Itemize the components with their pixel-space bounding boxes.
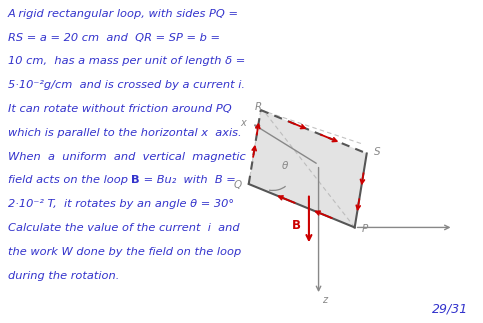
- Text: the work W done by the field on the loop: the work W done by the field on the loop: [8, 247, 241, 257]
- Text: S: S: [373, 147, 380, 157]
- Text: P: P: [361, 224, 368, 234]
- Text: When  a  uniform  and  vertical  magnetic: When a uniform and vertical magnetic: [8, 151, 246, 162]
- Text: B: B: [131, 175, 140, 185]
- Text: which is parallel to the horizontal x  axis.: which is parallel to the horizontal x ax…: [8, 128, 242, 138]
- Text: A rigid rectangular loop, with sides PQ =: A rigid rectangular loop, with sides PQ …: [8, 9, 239, 19]
- Text: = Bu₂  with  B =: = Bu₂ with B =: [140, 175, 236, 185]
- Text: x: x: [241, 118, 246, 128]
- Text: z: z: [323, 295, 327, 305]
- Text: B: B: [131, 175, 140, 185]
- Text: It can rotate without friction around PQ: It can rotate without friction around PQ: [8, 104, 232, 114]
- Text: during the rotation.: during the rotation.: [8, 271, 119, 281]
- Text: 10 cm,  has a mass per unit of length δ =: 10 cm, has a mass per unit of length δ =: [8, 56, 245, 66]
- Polygon shape: [249, 110, 367, 227]
- Text: B: B: [292, 219, 301, 232]
- Text: Q: Q: [234, 180, 242, 190]
- Text: θ: θ: [282, 161, 288, 171]
- Text: 29/31: 29/31: [432, 303, 468, 316]
- Text: field acts on the loop: field acts on the loop: [8, 175, 131, 185]
- Text: 5·10⁻²g/cm  and is crossed by a current i.: 5·10⁻²g/cm and is crossed by a current i…: [8, 80, 245, 90]
- Text: RS = a = 20 cm  and  QR = SP = b =: RS = a = 20 cm and QR = SP = b =: [8, 33, 220, 43]
- Text: Calculate the value of the current  i  and: Calculate the value of the current i and: [8, 223, 240, 233]
- Text: field acts on the loop: field acts on the loop: [8, 175, 131, 185]
- Text: R: R: [255, 102, 262, 112]
- Text: 2·10⁻² T,  it rotates by an angle θ = 30°: 2·10⁻² T, it rotates by an angle θ = 30°: [8, 199, 234, 209]
